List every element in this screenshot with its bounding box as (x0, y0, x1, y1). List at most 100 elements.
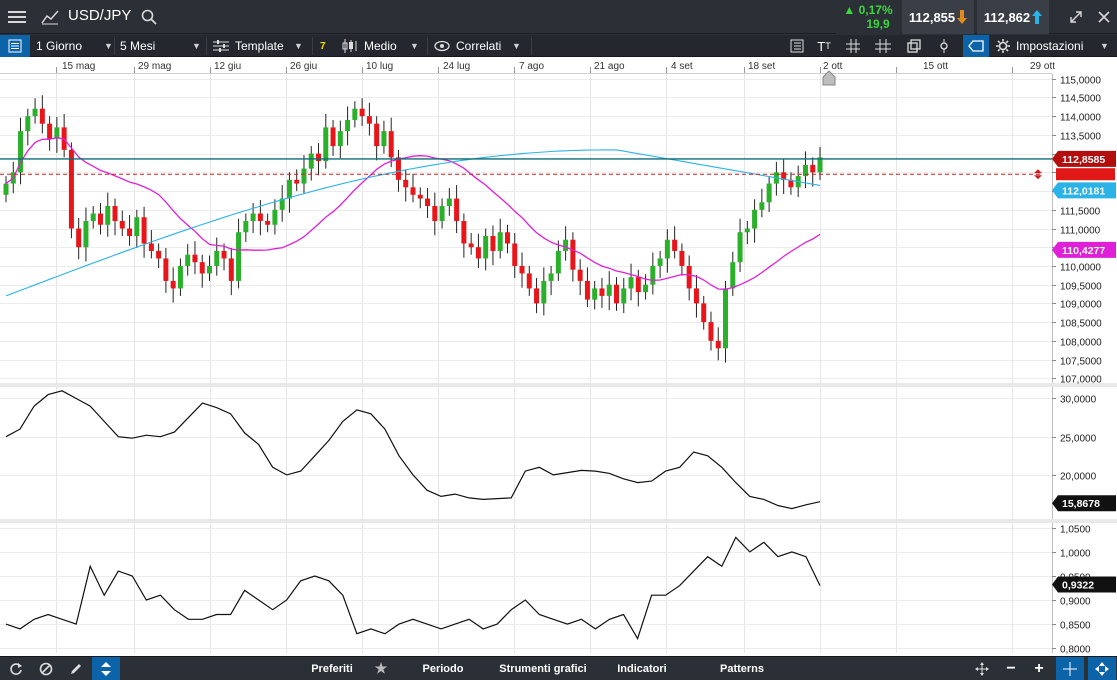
x-tick-label: 29 mag (138, 61, 171, 72)
pin-icon[interactable] (933, 35, 955, 57)
zoom-in-icon[interactable]: + (1034, 659, 1044, 677)
chart-area[interactable]: 15 mag 29 mag 12 giu 26 giu 10 lug 24 lug 7 ag… (0, 57, 1117, 656)
candle-body (148, 243, 154, 251)
buy-price-button[interactable]: 112,862 (977, 0, 1049, 34)
fit-icon[interactable] (1088, 657, 1116, 680)
moving-average-magenta (5, 137, 821, 290)
candle-body (221, 250, 227, 259)
change-points: 19,9 (866, 17, 890, 31)
chevron-down-icon[interactable]: ▼ (104, 41, 113, 51)
candle-body (672, 239, 678, 251)
candle-body (723, 288, 729, 349)
candle-body (614, 284, 619, 304)
sliders-icon (213, 40, 229, 52)
candle-body (177, 265, 183, 289)
chevron-down-icon[interactable]: ▼ (192, 41, 201, 51)
crosshair-grid-icon[interactable] (872, 35, 894, 57)
candle-body (526, 273, 532, 289)
chevron-down-icon[interactable]: ▼ (410, 41, 419, 51)
instrument-symbol[interactable]: USD/JPY (68, 7, 132, 24)
search-icon[interactable] (138, 0, 160, 34)
patterns-button[interactable]: Patterns (719, 662, 765, 675)
candle-body (621, 288, 627, 304)
menu-icon[interactable] (0, 0, 34, 34)
candle-body (185, 254, 191, 266)
indicator-panel-1 (5, 390, 821, 510)
interval-select[interactable]: 1 Giorno (36, 39, 83, 53)
candle-body (475, 247, 481, 259)
candle-body (359, 108, 365, 117)
grid-icon[interactable] (842, 35, 864, 57)
chart-type-button[interactable]: Medio (342, 35, 397, 57)
favorites-button[interactable]: Preferiti (311, 662, 353, 675)
refresh-icon[interactable] (2, 657, 30, 680)
chart-toolbar: 1 Giorno ▼ 5 Mesi ▼ Template ▼ 7 Medio ▼… (0, 35, 1117, 57)
daily-change: ▲ 0,17% 19,9 (836, 0, 900, 34)
candle-body (504, 232, 510, 244)
candle-body (286, 179, 292, 199)
x-tick-label: 4 set (671, 61, 693, 72)
candle-body (730, 262, 736, 289)
candle-body (519, 265, 525, 274)
candle-body (32, 108, 38, 117)
chevron-down-icon[interactable]: ▼ (1100, 41, 1109, 51)
y-tick-label: 108,0000 (1060, 338, 1102, 349)
windows-icon[interactable] (903, 35, 925, 57)
candle-body (265, 221, 271, 225)
candle-body (555, 250, 561, 274)
candle-body (250, 213, 256, 222)
x-tick-label: 7 ago (519, 61, 544, 72)
candle-body (105, 206, 111, 225)
close-icon[interactable] (1090, 0, 1117, 34)
pencil-icon[interactable] (62, 657, 90, 680)
sell-price-button[interactable]: 112,855 (902, 0, 974, 34)
candle-body (693, 288, 699, 304)
candle-body (170, 280, 176, 289)
candle-body (766, 183, 772, 203)
candle-body (47, 123, 53, 139)
star-icon[interactable]: ★ (374, 660, 388, 676)
disable-icon[interactable] (32, 657, 60, 680)
zoom-out-icon[interactable]: − (1006, 659, 1016, 677)
expand-icon[interactable] (1062, 0, 1090, 34)
candle-body (737, 232, 743, 263)
template-button[interactable]: Template (213, 35, 284, 57)
vertical-arrows-icon[interactable] (92, 657, 120, 680)
y-tick-label: 114,0000 (1060, 113, 1101, 124)
drawing-tools-button[interactable]: Strumenti grafici (499, 662, 587, 675)
crosshair-icon[interactable] (1056, 657, 1084, 680)
move-icon[interactable] (968, 657, 996, 680)
candle-body (657, 258, 663, 266)
candle-body (366, 116, 372, 124)
candle-body (599, 288, 605, 296)
chart-svg[interactable]: 15 mag 29 mag 12 giu 26 giu 10 lug 24 lug 7 ag… (0, 57, 1117, 656)
candle-body (68, 149, 74, 229)
x-axis: 15 mag 29 mag 12 giu 26 giu 10 lug 24 lug 7 ag… (0, 57, 1117, 86)
indicator-2-tag: 0,9322 (1062, 580, 1094, 592)
period-button[interactable]: Periodo (422, 662, 464, 675)
candle-body (802, 164, 808, 177)
settings-button[interactable]: Impostazioni (996, 35, 1083, 57)
x-tick-label: 10 lug (366, 61, 393, 72)
chart-line-icon[interactable] (36, 0, 64, 34)
candle-body (323, 127, 329, 162)
layout-icon[interactable] (786, 35, 808, 57)
arrow-down-icon (957, 10, 968, 24)
chevron-down-icon[interactable]: ▼ (294, 41, 303, 51)
candle-body (308, 153, 314, 169)
candle-body (257, 213, 263, 222)
price-panel (0, 95, 1052, 363)
candle-body (781, 172, 787, 180)
candle-body (301, 168, 307, 184)
tag-icon[interactable] (963, 35, 989, 57)
range-select[interactable]: 5 Mesi (120, 39, 156, 53)
related-button[interactable]: Correlati (434, 35, 501, 57)
candle-body (156, 250, 162, 259)
indicator-2-tag-bg (1052, 576, 1116, 593)
last-price-tag: 112,8585 (1062, 154, 1105, 166)
indicators-button[interactable]: Indicatori (617, 662, 667, 675)
x-axis-band (0, 57, 1117, 73)
chart-list-icon[interactable] (0, 35, 30, 57)
chevron-down-icon[interactable]: ▼ (512, 41, 521, 51)
